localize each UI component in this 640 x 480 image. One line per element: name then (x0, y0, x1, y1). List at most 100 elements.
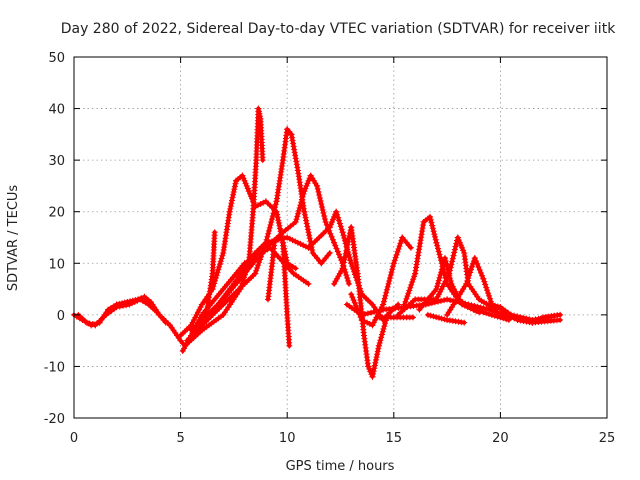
data-point (333, 245, 340, 252)
data-point (289, 137, 296, 144)
data-point (463, 280, 470, 287)
x-tick-label: 15 (386, 431, 403, 446)
data-point (305, 229, 312, 236)
data-point (371, 365, 378, 372)
data-point (336, 251, 342, 258)
data-point (129, 300, 136, 307)
data-point (433, 286, 440, 293)
data-point (268, 219, 275, 225)
data-point (294, 213, 301, 220)
data-point (374, 351, 381, 358)
data-point (464, 304, 471, 311)
data-point (441, 280, 448, 287)
data-point (460, 247, 467, 254)
data-point (534, 317, 541, 323)
data-point (368, 309, 374, 316)
data-point (439, 283, 446, 290)
data-point (435, 314, 442, 321)
data-point (281, 235, 288, 242)
data-point (380, 301, 387, 308)
data-point (435, 245, 441, 252)
data-point (488, 311, 495, 318)
data-point (295, 207, 302, 214)
data-point (213, 272, 220, 279)
data-point (436, 274, 443, 281)
data-point (438, 297, 444, 304)
x-tick-label: 0 (70, 431, 78, 446)
data-point (449, 283, 456, 290)
data-point (446, 275, 453, 282)
y-tick-label: 0 (57, 309, 65, 324)
data-point (304, 226, 311, 233)
data-point (406, 287, 413, 294)
data-point (197, 304, 204, 311)
data-point (537, 315, 544, 322)
data-point (269, 213, 276, 220)
data-point (486, 292, 492, 299)
data-point (179, 348, 186, 354)
data-point (216, 263, 223, 270)
data-point (188, 322, 195, 329)
data-point (388, 269, 395, 276)
y-axis-label: SDTVAR / TECUs (6, 185, 21, 292)
data-point (300, 190, 307, 197)
data-point (427, 216, 434, 223)
data-point (370, 368, 377, 375)
data-point (443, 260, 450, 267)
data-point (339, 229, 346, 236)
data-point (347, 257, 354, 264)
data-point (430, 228, 437, 235)
data-point (438, 286, 445, 293)
data-point (483, 284, 490, 291)
data-point (375, 342, 382, 349)
data-point (467, 269, 474, 276)
x-tick-label: 5 (176, 431, 184, 446)
data-point (301, 188, 308, 195)
data-point (294, 164, 301, 171)
data-point (500, 315, 507, 322)
data-point (410, 276, 417, 283)
x-axis-label: GPS time / hours (286, 459, 395, 474)
data-point (334, 211, 341, 218)
data-point (410, 314, 416, 321)
data-point (366, 366, 373, 372)
data-point (475, 264, 482, 270)
data-point (392, 254, 399, 261)
data-point (380, 298, 387, 305)
data-point (192, 324, 199, 331)
data-point (292, 238, 299, 245)
data-point (299, 193, 306, 200)
data-point (438, 315, 445, 322)
data-point (240, 175, 247, 182)
data-point (241, 177, 248, 184)
data-point (270, 210, 277, 217)
data-point (277, 225, 283, 232)
data-point (557, 317, 564, 323)
data-point (434, 283, 441, 290)
data-point (343, 247, 350, 254)
data-point (452, 243, 459, 250)
series-track-p (486, 301, 564, 326)
data-point (387, 275, 393, 281)
data-point (389, 266, 396, 273)
data-point (243, 182, 250, 189)
x-tick-label: 10 (279, 431, 296, 446)
data-point (336, 270, 343, 277)
data-point (349, 263, 356, 270)
data-point (272, 204, 278, 211)
data-point (316, 195, 323, 201)
plot-frame (73, 56, 608, 419)
data-point (435, 280, 441, 287)
data-point (305, 177, 312, 184)
data-point (326, 224, 333, 231)
axis-ticks: 0 5 10 15 20 25 -20 -10 0 10 20 30 40 50 (44, 51, 616, 446)
data-point (340, 262, 347, 269)
data-point (381, 295, 388, 302)
data-point (341, 256, 348, 263)
data-point (337, 254, 344, 261)
data-point (381, 323, 388, 330)
data-point (335, 214, 342, 221)
data-point (83, 319, 90, 326)
data-point (447, 278, 454, 284)
